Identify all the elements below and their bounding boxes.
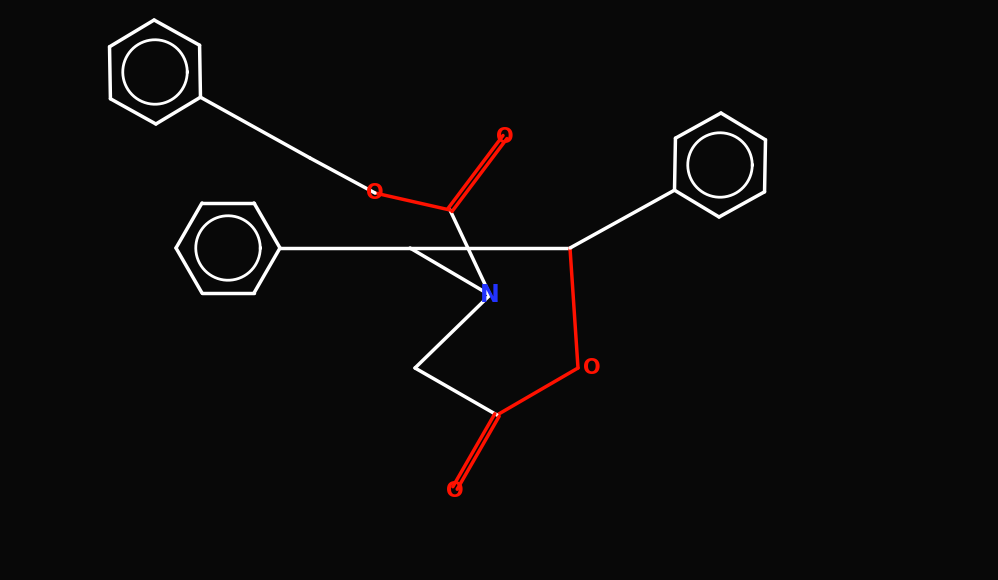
Text: O: O [366, 183, 384, 203]
Text: N: N [480, 283, 500, 307]
Text: O: O [446, 481, 464, 501]
Text: O: O [583, 358, 601, 378]
Text: O: O [496, 127, 514, 147]
